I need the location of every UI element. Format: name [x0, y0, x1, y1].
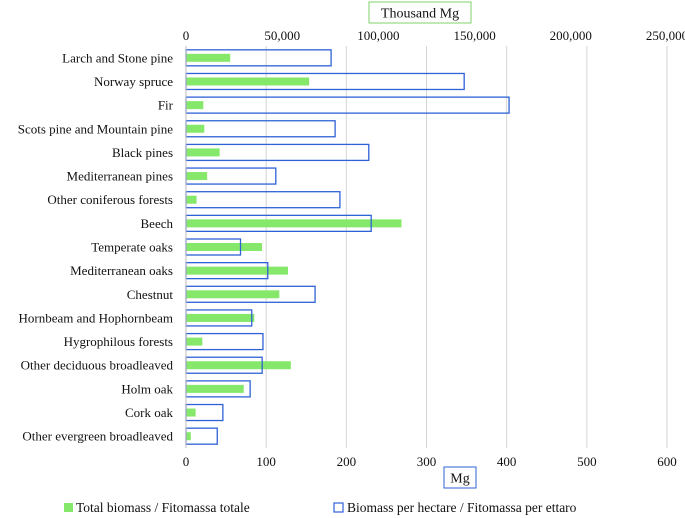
total-biomass-bar — [186, 337, 203, 346]
bottom-tick-label: 100 — [256, 454, 276, 469]
top-axis-title-box: Thousand Mg — [368, 1, 472, 24]
bottom-axis-ticks: 0 100 200 300 400 500 600 — [183, 454, 677, 469]
total-biomass-bar — [186, 148, 220, 157]
top-tick-label: 0 — [183, 28, 190, 43]
top-tick-label: 150,000 — [453, 28, 495, 43]
category-label: Other evergreen broadleaved — [22, 429, 173, 444]
total-biomass-series — [186, 53, 402, 441]
total-biomass-bar — [186, 101, 204, 110]
category-label: Beech — [141, 216, 174, 231]
per-hectare-bar — [185, 120, 336, 138]
legend-item-per-hectare: Biomass per hectare / Fitomassa per etta… — [333, 500, 577, 515]
total-biomass-bar — [186, 266, 288, 275]
bottom-tick-label: 200 — [337, 454, 357, 469]
category-label: Fir — [158, 98, 174, 113]
category-label: Scots pine and Mountain pine — [18, 121, 173, 136]
top-tick-label: 250,000 — [646, 28, 685, 43]
total-biomass-bar — [186, 172, 208, 181]
total-biomass-bar — [186, 243, 262, 251]
top-tick-label: 200,000 — [550, 28, 592, 43]
top-tick-label: 100,000 — [357, 28, 399, 43]
legend-label-total: Total biomass / Fitomassa totale — [76, 500, 250, 515]
category-label: Chestnut — [127, 287, 174, 302]
legend: Total biomass / Fitomassa totale Biomass… — [64, 500, 577, 515]
bottom-tick-label: 300 — [417, 454, 437, 469]
total-biomass-bar — [186, 408, 196, 417]
bottom-axis-title: Mg — [450, 472, 469, 487]
category-label: Mediterranean oaks — [70, 263, 173, 278]
total-biomass-bar — [186, 77, 310, 86]
total-biomass-bar — [186, 384, 244, 393]
category-label: Cork oak — [125, 405, 174, 420]
total-biomass-bar — [186, 124, 205, 133]
per-hectare-bar — [185, 96, 510, 114]
category-label: Holm oak — [121, 381, 173, 396]
category-label: Black pines — [112, 145, 173, 160]
legend-label-per-hectare: Biomass per hectare / Fitomassa per etta… — [347, 500, 577, 515]
top-tick-label: 50,000 — [264, 28, 300, 43]
legend-item-total: Total biomass / Fitomassa totale — [64, 500, 250, 515]
top-axis-title: Thousand Mg — [381, 7, 459, 22]
total-biomass-bar — [186, 313, 255, 322]
category-labels: Larch and Stone pine Norway spruce Fir Scot… — [18, 50, 174, 443]
category-label: Other coniferous forests — [47, 192, 173, 207]
per-hectare-bar — [185, 191, 341, 209]
bottom-tick-label: 500 — [577, 454, 597, 469]
total-biomass-bar — [186, 195, 197, 204]
total-biomass-bar — [186, 361, 291, 370]
category-label: Temperate oaks — [91, 240, 173, 255]
total-biomass-bar — [186, 219, 402, 228]
top-axis-ticks: 0 50,000 100,000 150,000 200,000 250,000 — [183, 28, 685, 43]
legend-swatch-per-hectare — [333, 502, 344, 513]
category-label: Mediterranean pines — [67, 169, 173, 184]
total-biomass-bar — [186, 432, 191, 441]
category-label: Larch and Stone pine — [62, 50, 173, 65]
legend-swatch-total — [64, 503, 73, 512]
category-label: Norway spruce — [94, 74, 173, 89]
category-label: Hygrophilous forests — [64, 334, 173, 349]
bottom-axis-title-box: Mg — [443, 466, 477, 489]
bottom-tick-label: 400 — [497, 454, 517, 469]
bottom-tick-label: 0 — [183, 454, 190, 469]
total-biomass-bar — [186, 290, 280, 299]
category-label: Other deciduous broadleaved — [21, 358, 174, 373]
total-biomass-bar — [186, 53, 231, 62]
category-label: Hornbeam and Hophornbeam — [18, 310, 173, 325]
bottom-tick-label: 600 — [657, 454, 677, 469]
